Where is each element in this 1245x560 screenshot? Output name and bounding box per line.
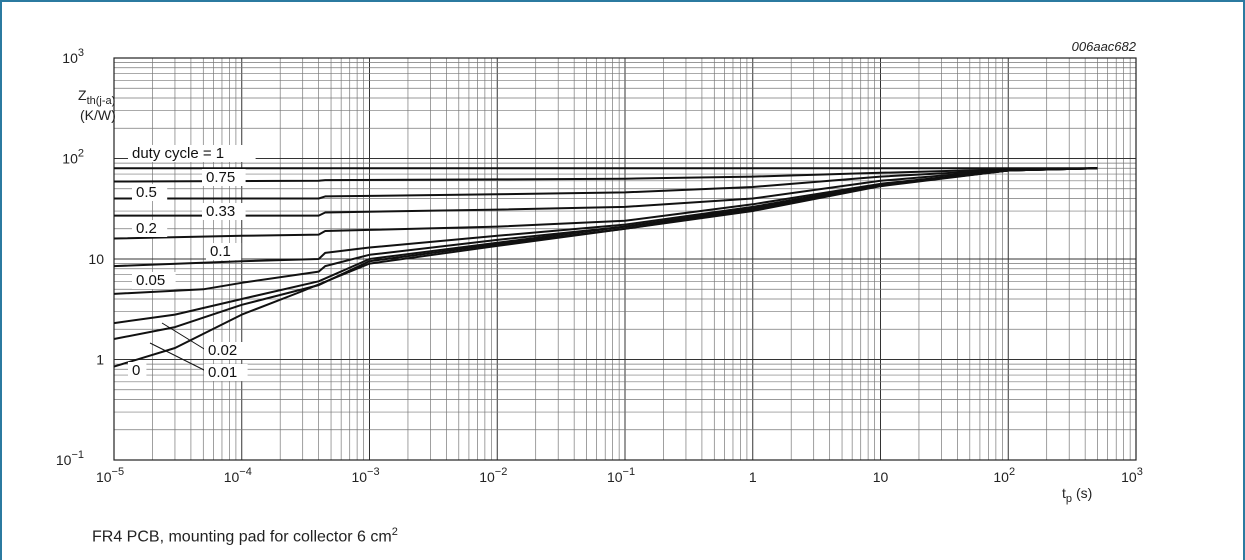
series-label-1: 0.75 [206,169,235,186]
x-tick-label: 10−4 [224,466,252,485]
frame-top-rule [0,0,1245,2]
leader-line-0-01 [149,342,215,376]
y-tick-label: 102 [62,148,84,167]
thermal-impedance-chart: duty cycle = 1 0.75 0.5 0.33 0.2 0.1 0.05 0.02 0… [56,39,1143,505]
series-label-bg [202,203,246,220]
y-tick-label: 1 [96,352,104,368]
series-line-8 [113,167,1098,340]
grid [113,57,1137,461]
series-label-bg [206,243,242,260]
series-label-bg [204,342,248,359]
series-line-9 [113,167,1098,368]
figure-code: 006aac682 [1072,39,1137,54]
x-tick-label: 103 [1121,466,1143,485]
series-line-3 [114,167,1098,217]
series-label-5: 0.1 [210,243,231,260]
x-tick-label: 10−3 [351,466,379,485]
frame-left-rule [0,0,2,560]
series-label-9: 0 [132,362,140,379]
series-label-bg [132,272,176,289]
series-label-bg [128,145,256,162]
x-tick-label: 1 [749,469,757,485]
figure-caption: FR4 PCB, mounting pad for collector 6 cm… [92,526,398,546]
series-label-4: 0.2 [136,220,157,237]
y-axis-label: Zth(j-a) [78,87,115,107]
caption-text: FR4 PCB, mounting pad for collector 6 cm [92,528,392,546]
series-label-bg [202,169,246,186]
x-tick-label: 10−5 [96,466,124,485]
series-line-5 [113,167,1098,268]
plot-border [113,57,1137,461]
series-label-2: 0.5 [136,184,157,201]
x-tick-label: 10−1 [607,466,635,485]
series-label-6: 0.05 [136,272,165,289]
y-tick-label: 10−1 [56,449,84,468]
y-axis-unit: (K/W) [80,107,116,123]
series-label-bg [132,220,168,237]
series-line-2 [114,167,1098,200]
curve-layer [113,167,1098,368]
y-tick-label: 10 [88,251,104,267]
x-tick-label: 10−2 [479,466,507,485]
curve-labels: duty cycle = 1 0.75 0.5 0.33 0.2 0.1 0.05 0.02 0… [128,145,256,381]
series-label-bg [204,364,248,381]
series-label-bg [128,362,147,379]
series-label-8: 0.01 [208,364,237,381]
series-label-3: 0.33 [206,203,235,220]
series-label-bg [132,184,168,201]
caption-superscript: 2 [391,526,398,538]
x-tick-label: 102 [993,466,1015,485]
y-tick-label: 103 [62,47,84,66]
x-tick-label: 10 [873,469,889,485]
series-label-7: 0.02 [208,342,237,359]
x-axis-label: tp (s) [1062,485,1092,505]
series-line-1 [113,167,1098,183]
series-label-0: duty cycle = 1 [132,145,224,162]
axes: 10−5 10−4 10−3 10−2 10−1 1 10 102 103 10−1 1 10 102 1… [56,47,1143,505]
frame-right-rule [1243,0,1245,560]
